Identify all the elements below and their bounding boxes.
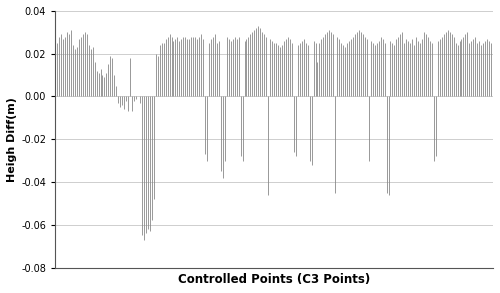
Y-axis label: Heigh Diff(m): Heigh Diff(m) — [7, 97, 17, 182]
X-axis label: Controlled Points (C3 Points): Controlled Points (C3 Points) — [178, 273, 370, 286]
